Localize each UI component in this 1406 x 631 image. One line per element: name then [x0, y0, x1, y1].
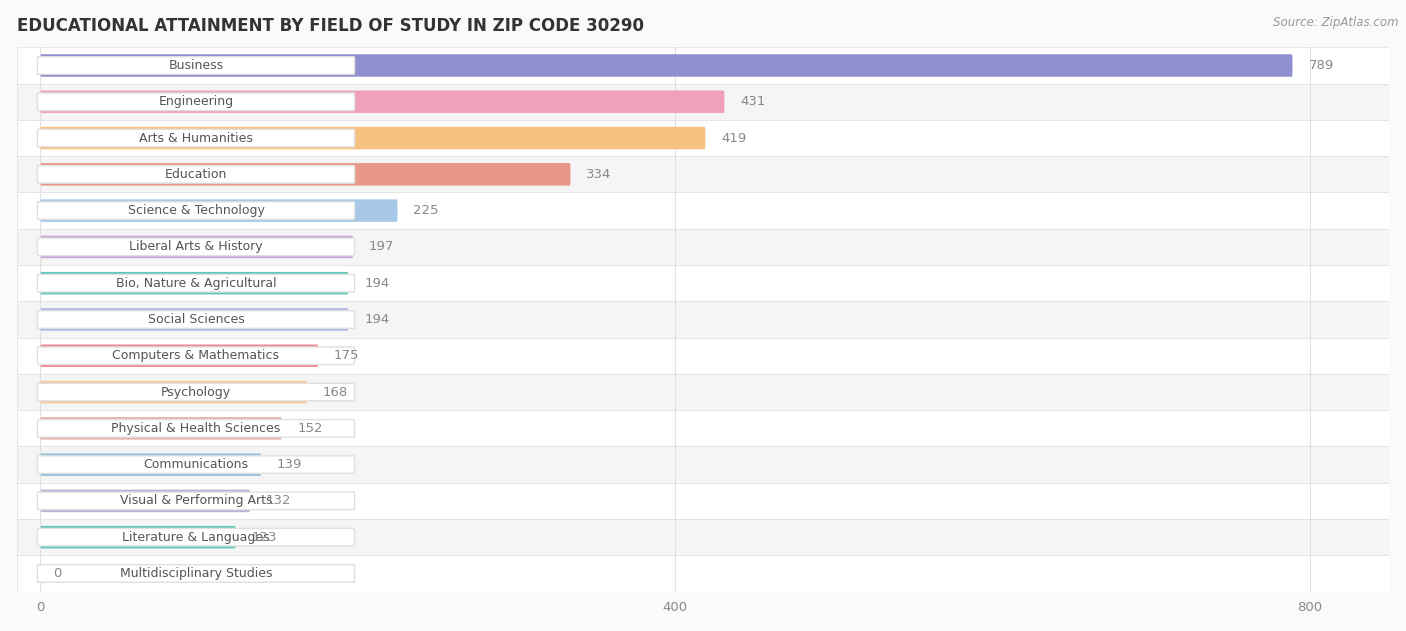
- Text: Source: ZipAtlas.com: Source: ZipAtlas.com: [1274, 16, 1399, 29]
- Bar: [17, 302, 1389, 338]
- Text: Engineering: Engineering: [159, 95, 233, 109]
- FancyBboxPatch shape: [41, 90, 724, 113]
- FancyBboxPatch shape: [41, 127, 706, 150]
- Text: 197: 197: [368, 240, 394, 254]
- Text: 194: 194: [364, 313, 389, 326]
- FancyBboxPatch shape: [38, 310, 354, 328]
- Text: 225: 225: [413, 204, 439, 217]
- Bar: [17, 483, 1389, 519]
- Bar: [17, 410, 1389, 447]
- Text: Education: Education: [165, 168, 228, 181]
- FancyBboxPatch shape: [41, 345, 318, 367]
- Text: Social Sciences: Social Sciences: [148, 313, 245, 326]
- Bar: [17, 447, 1389, 483]
- FancyBboxPatch shape: [38, 528, 354, 546]
- FancyBboxPatch shape: [38, 129, 354, 147]
- Bar: [17, 374, 1389, 410]
- Bar: [17, 156, 1389, 192]
- Bar: [17, 519, 1389, 555]
- Text: Visual & Performing Arts: Visual & Performing Arts: [120, 495, 273, 507]
- Text: Liberal Arts & History: Liberal Arts & History: [129, 240, 263, 254]
- Text: Bio, Nature & Agricultural: Bio, Nature & Agricultural: [115, 276, 277, 290]
- FancyBboxPatch shape: [38, 165, 354, 183]
- FancyBboxPatch shape: [38, 202, 354, 220]
- FancyBboxPatch shape: [38, 93, 354, 110]
- Text: 139: 139: [277, 458, 302, 471]
- Bar: [17, 229, 1389, 265]
- FancyBboxPatch shape: [41, 417, 281, 440]
- FancyBboxPatch shape: [41, 526, 236, 548]
- Bar: [17, 47, 1389, 84]
- Text: 175: 175: [335, 349, 360, 362]
- Text: 419: 419: [721, 131, 747, 144]
- Bar: [17, 120, 1389, 156]
- FancyBboxPatch shape: [41, 380, 307, 403]
- Text: Arts & Humanities: Arts & Humanities: [139, 131, 253, 144]
- FancyBboxPatch shape: [38, 565, 354, 582]
- Bar: [17, 192, 1389, 229]
- FancyBboxPatch shape: [41, 163, 571, 186]
- Text: Psychology: Psychology: [160, 386, 231, 399]
- FancyBboxPatch shape: [38, 274, 354, 292]
- Text: 132: 132: [266, 495, 291, 507]
- Text: 152: 152: [298, 422, 323, 435]
- FancyBboxPatch shape: [41, 235, 353, 258]
- FancyBboxPatch shape: [38, 57, 354, 74]
- Text: Physical & Health Sciences: Physical & Health Sciences: [111, 422, 281, 435]
- FancyBboxPatch shape: [38, 456, 354, 473]
- Text: 789: 789: [1309, 59, 1334, 72]
- Text: 431: 431: [741, 95, 766, 109]
- FancyBboxPatch shape: [41, 308, 349, 331]
- Text: Computers & Mathematics: Computers & Mathematics: [112, 349, 280, 362]
- FancyBboxPatch shape: [38, 492, 354, 510]
- Text: EDUCATIONAL ATTAINMENT BY FIELD OF STUDY IN ZIP CODE 30290: EDUCATIONAL ATTAINMENT BY FIELD OF STUDY…: [17, 16, 644, 35]
- Bar: [17, 338, 1389, 374]
- FancyBboxPatch shape: [38, 420, 354, 437]
- FancyBboxPatch shape: [41, 490, 250, 512]
- Text: Science & Technology: Science & Technology: [128, 204, 264, 217]
- FancyBboxPatch shape: [41, 453, 262, 476]
- FancyBboxPatch shape: [41, 272, 349, 295]
- Bar: [17, 84, 1389, 120]
- Text: Multidisciplinary Studies: Multidisciplinary Studies: [120, 567, 273, 580]
- Text: Business: Business: [169, 59, 224, 72]
- Text: 334: 334: [586, 168, 612, 181]
- Text: Literature & Languages: Literature & Languages: [122, 531, 270, 544]
- Text: 194: 194: [364, 276, 389, 290]
- Text: Communications: Communications: [143, 458, 249, 471]
- FancyBboxPatch shape: [41, 199, 398, 222]
- Text: 0: 0: [53, 567, 62, 580]
- FancyBboxPatch shape: [38, 383, 354, 401]
- Text: 123: 123: [252, 531, 277, 544]
- Bar: [17, 555, 1389, 592]
- FancyBboxPatch shape: [41, 54, 1292, 77]
- Text: 168: 168: [323, 386, 349, 399]
- FancyBboxPatch shape: [38, 347, 354, 365]
- FancyBboxPatch shape: [38, 238, 354, 256]
- Bar: [17, 265, 1389, 302]
